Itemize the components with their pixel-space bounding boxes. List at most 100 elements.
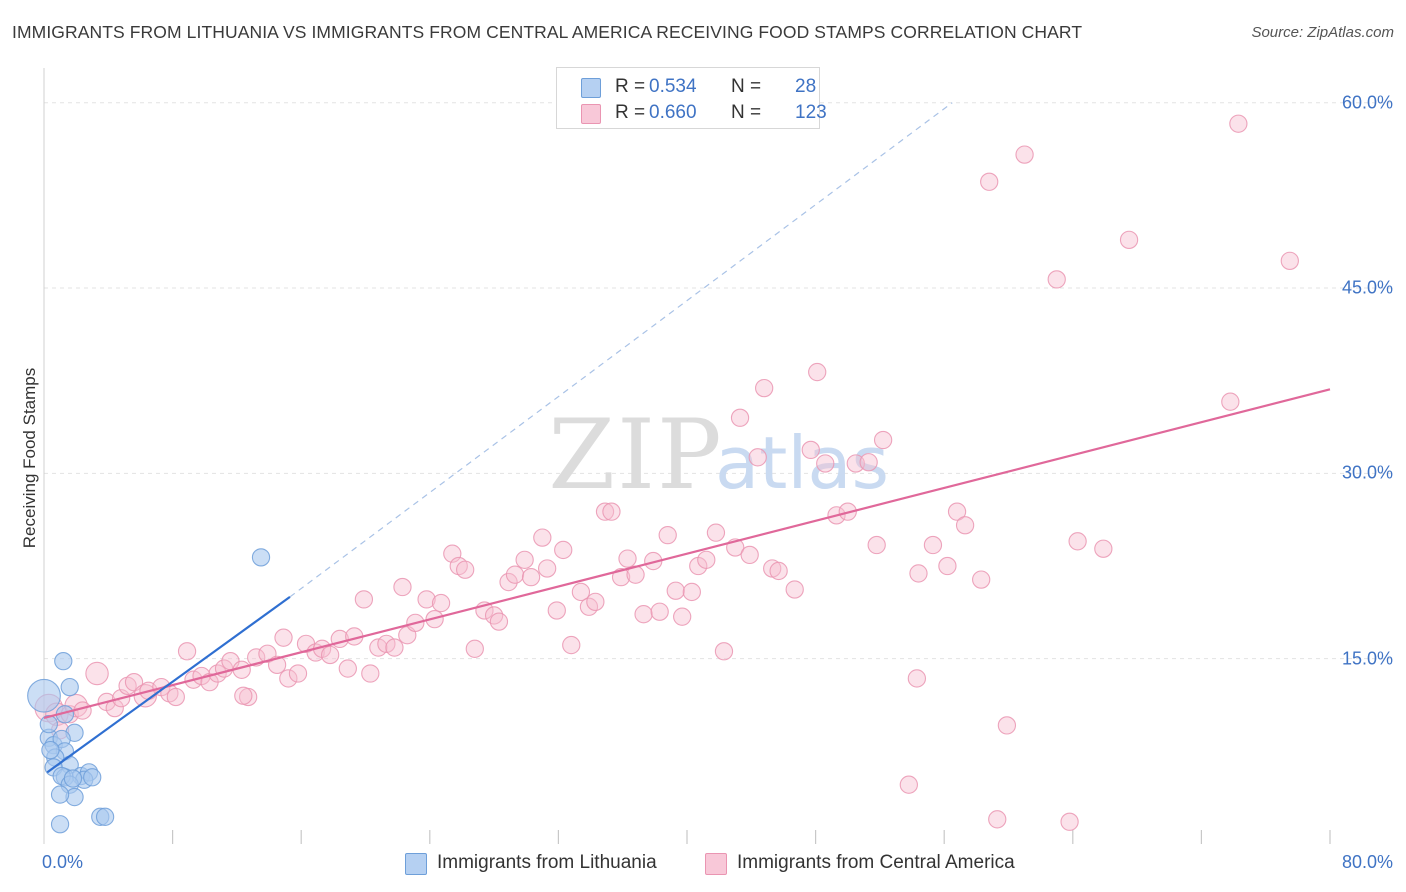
point-central-america: [938, 556, 957, 576]
point-central-america: [515, 550, 534, 569]
point-central-america: [1280, 251, 1299, 271]
point-lithuania: [27, 678, 61, 713]
point-central-america: [980, 172, 999, 191]
point-central-america: [1015, 145, 1034, 164]
point-central-america: [682, 582, 701, 602]
point-central-america: [385, 638, 404, 657]
legend-n-label: N =: [731, 76, 762, 97]
point-central-america: [769, 561, 788, 581]
point-central-america: [808, 362, 827, 382]
point-central-america: [650, 602, 669, 621]
point-central-america: [354, 590, 374, 609]
y-tick-label: 15.0%: [1341, 648, 1393, 669]
y-tick-label: 60.0%: [1341, 92, 1393, 113]
legend-r-label: R =: [615, 102, 646, 123]
legend-r-value-central-america: 0.660: [649, 102, 697, 123]
point-central-america: [955, 516, 975, 535]
point-central-america: [537, 559, 557, 578]
point-central-america: [274, 628, 293, 647]
point-central-america: [562, 635, 581, 655]
point-central-america: [489, 612, 509, 631]
point-central-america: [456, 560, 475, 579]
legend-n-value-central-america: 123: [795, 102, 827, 123]
point-central-america: [431, 593, 451, 613]
point-central-america: [586, 592, 605, 611]
point-central-america: [634, 605, 653, 624]
point-central-america: [505, 565, 525, 584]
point-central-america: [997, 716, 1017, 735]
point-central-america: [1047, 270, 1066, 289]
point-central-america: [279, 669, 298, 688]
point-central-america: [1060, 812, 1079, 831]
x-tick-label-min: 0.0%: [42, 852, 84, 872]
point-central-america: [393, 577, 412, 597]
point-central-america: [706, 523, 726, 542]
legend-swatch-lithuania: [581, 78, 601, 98]
point-central-america: [618, 549, 637, 568]
point-central-america: [801, 440, 820, 460]
point-central-america: [873, 430, 893, 450]
chart-source: Source: ZipAtlas.com: [1251, 24, 1394, 41]
point-central-america: [533, 528, 552, 547]
point-central-america: [338, 659, 357, 678]
point-central-america: [972, 570, 991, 589]
trend-line-central-america: [43, 388, 1331, 720]
point-central-america: [499, 572, 518, 592]
x-tick-label-max: 80.0%: [1341, 852, 1393, 872]
point-lithuania: [50, 815, 70, 834]
point-lithuania: [41, 740, 60, 760]
y-tick-label: 30.0%: [1341, 462, 1393, 483]
point-central-america: [658, 525, 677, 545]
point-lithuania: [63, 769, 83, 788]
point-central-america: [714, 642, 734, 661]
point-central-america: [740, 545, 759, 565]
legend-swatch-central-america: [581, 104, 601, 124]
point-lithuania: [54, 651, 73, 671]
legend-n-value-lithuania: 28: [795, 76, 817, 97]
point-central-america: [320, 645, 340, 665]
point-central-america: [907, 669, 927, 688]
axes: [43, 68, 1331, 844]
point-central-america: [785, 580, 804, 599]
point-central-america: [521, 567, 541, 587]
point-central-america: [1068, 532, 1087, 551]
point-central-america: [748, 448, 767, 467]
point-central-america: [484, 606, 504, 625]
chart-title: IMMIGRANTS FROM LITHUANIA VS IMMIGRANTS …: [12, 22, 1083, 42]
series-lithuania: [27, 548, 271, 834]
point-central-america: [859, 453, 878, 472]
trend-line-lithuania: [46, 596, 291, 774]
trend-lines: [43, 102, 1331, 774]
point-central-america: [554, 540, 573, 560]
point-central-america: [417, 590, 436, 609]
point-central-america: [602, 502, 621, 521]
point-central-america: [571, 582, 591, 602]
point-central-america: [361, 664, 380, 683]
point-central-america: [1119, 230, 1139, 249]
point-central-america: [666, 581, 685, 600]
point-lithuania: [39, 715, 58, 734]
legend-n-label: N =: [731, 102, 762, 123]
point-central-america: [85, 661, 109, 686]
point-central-america: [673, 607, 692, 626]
point-central-america: [867, 535, 886, 555]
y-tick-label: 45.0%: [1341, 277, 1393, 298]
point-central-america: [730, 408, 750, 427]
point-lithuania: [83, 768, 102, 787]
legend-r-label: R =: [615, 76, 646, 97]
bottom-legend-label-central-america: Immigrants from Central America: [737, 852, 1015, 873]
point-lithuania: [251, 548, 271, 567]
point-central-america: [909, 564, 928, 583]
point-central-america: [755, 378, 774, 398]
point-central-america: [166, 687, 185, 707]
point-lithuania: [50, 785, 70, 804]
trend-extension-lithuania: [289, 102, 953, 598]
point-central-america: [595, 502, 615, 521]
point-central-america: [899, 775, 918, 794]
point-lithuania: [95, 807, 115, 826]
point-central-america: [1094, 539, 1113, 558]
point-central-america: [234, 686, 253, 705]
grid-lines: [44, 102, 1392, 660]
point-lithuania: [60, 677, 79, 697]
